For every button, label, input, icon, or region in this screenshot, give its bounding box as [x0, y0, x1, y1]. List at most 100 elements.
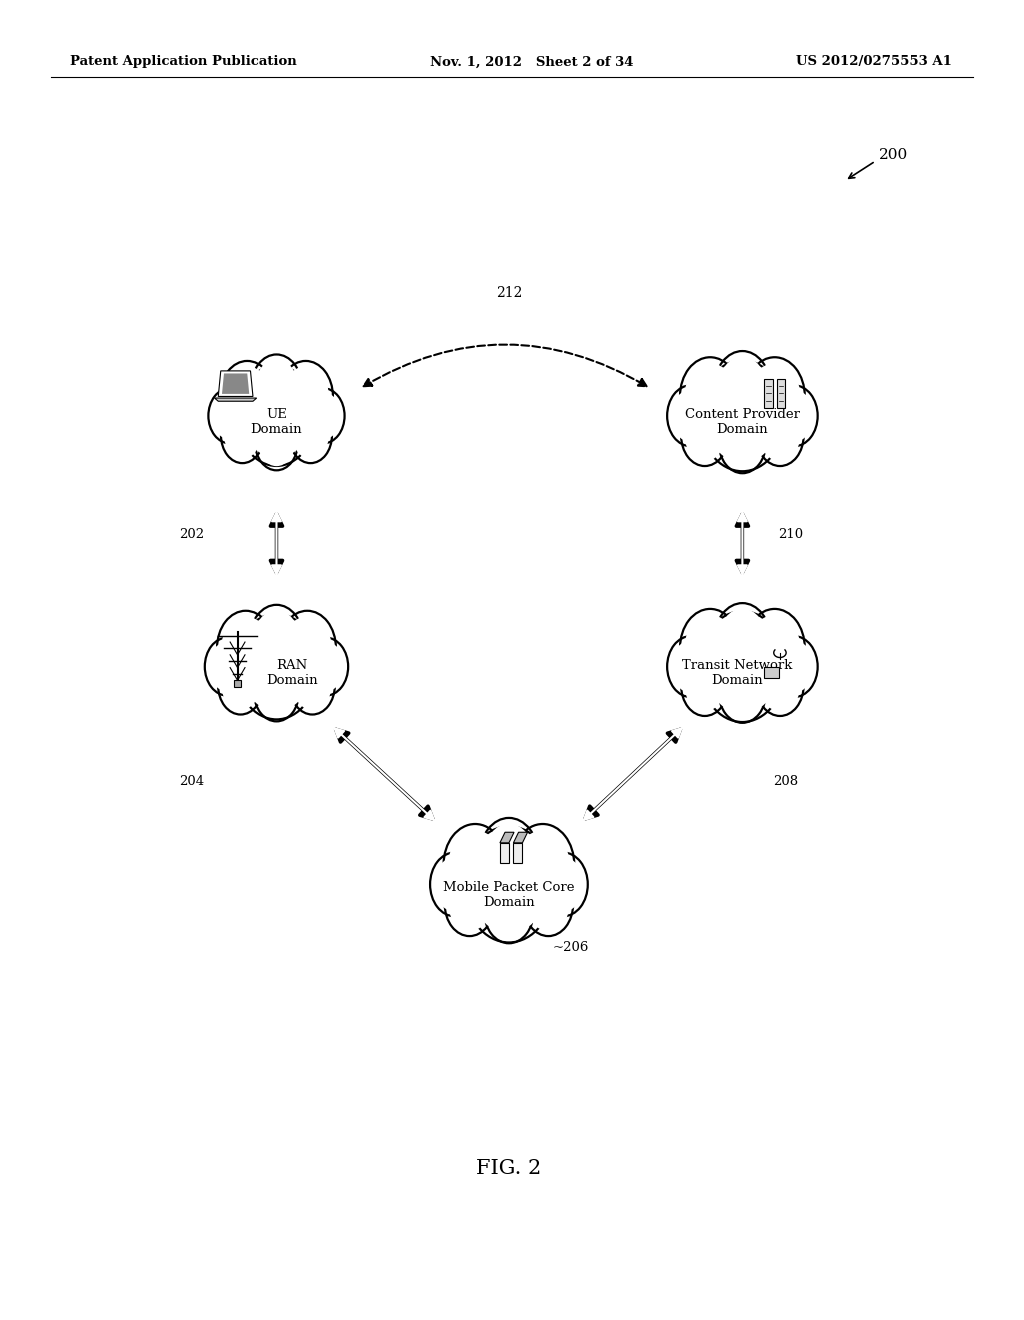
Circle shape [527, 876, 569, 932]
Circle shape [516, 830, 569, 899]
Circle shape [479, 818, 539, 894]
Circle shape [668, 636, 715, 697]
Circle shape [305, 392, 341, 440]
Circle shape [750, 615, 800, 681]
Polygon shape [218, 371, 253, 396]
Text: 200: 200 [879, 148, 908, 162]
Circle shape [685, 363, 735, 429]
Circle shape [218, 656, 263, 714]
Circle shape [699, 611, 785, 722]
Circle shape [244, 374, 309, 458]
Circle shape [449, 876, 490, 932]
Circle shape [523, 873, 573, 936]
Polygon shape [513, 833, 527, 843]
Circle shape [668, 385, 715, 446]
Circle shape [542, 857, 584, 912]
Circle shape [205, 638, 250, 696]
Text: 212: 212 [496, 285, 522, 300]
Text: 204: 204 [179, 775, 205, 788]
Circle shape [279, 611, 336, 685]
Circle shape [744, 609, 805, 686]
Circle shape [255, 359, 298, 414]
Circle shape [443, 824, 507, 906]
Circle shape [671, 640, 711, 693]
Text: FIG. 2: FIG. 2 [476, 1159, 542, 1177]
Text: US 2012/0275553 A1: US 2012/0275553 A1 [797, 55, 952, 69]
Circle shape [430, 853, 479, 916]
Circle shape [681, 655, 728, 715]
Circle shape [209, 388, 251, 444]
Circle shape [539, 853, 588, 916]
Circle shape [257, 668, 296, 717]
Bar [776, 379, 785, 408]
Circle shape [719, 661, 766, 723]
FancyArrowPatch shape [272, 512, 281, 574]
FancyArrowPatch shape [585, 730, 680, 818]
Circle shape [255, 414, 298, 470]
Text: Mobile Packet Core
Domain: Mobile Packet Core Domain [443, 880, 574, 909]
Circle shape [224, 412, 261, 459]
Text: ~206: ~206 [553, 941, 590, 954]
Circle shape [719, 412, 766, 473]
Text: Transit Network
Domain: Transit Network Domain [682, 659, 793, 688]
FancyArrowPatch shape [270, 513, 283, 573]
Circle shape [302, 388, 344, 444]
Circle shape [706, 368, 779, 463]
Circle shape [449, 830, 502, 899]
Circle shape [293, 661, 332, 710]
Circle shape [444, 873, 495, 936]
Polygon shape [222, 374, 249, 393]
Circle shape [680, 358, 740, 434]
Circle shape [484, 824, 534, 888]
Circle shape [251, 355, 302, 420]
Circle shape [719, 356, 766, 417]
Circle shape [511, 824, 574, 906]
Text: 202: 202 [179, 528, 205, 541]
Text: Patent Application Publication: Patent Application Publication [70, 55, 296, 69]
Circle shape [464, 826, 554, 942]
Circle shape [254, 664, 299, 721]
Text: RAN
Domain: RAN Domain [266, 659, 317, 688]
Polygon shape [215, 399, 257, 401]
Circle shape [680, 609, 740, 686]
Text: Nov. 1, 2012   Sheet 2 of 34: Nov. 1, 2012 Sheet 2 of 34 [430, 55, 634, 69]
Circle shape [744, 358, 805, 434]
Circle shape [715, 351, 770, 424]
Circle shape [258, 420, 295, 466]
Circle shape [236, 614, 317, 719]
Text: 210: 210 [778, 528, 804, 541]
FancyArrowPatch shape [364, 345, 646, 387]
FancyArrowPatch shape [584, 729, 682, 820]
Circle shape [685, 660, 725, 711]
Polygon shape [500, 833, 514, 843]
FancyArrowPatch shape [738, 512, 746, 574]
Circle shape [289, 408, 332, 463]
Circle shape [306, 642, 345, 692]
Circle shape [685, 615, 735, 681]
Circle shape [290, 656, 335, 714]
Circle shape [484, 879, 534, 944]
Circle shape [715, 603, 770, 676]
Circle shape [242, 622, 311, 711]
Bar [764, 379, 773, 408]
Circle shape [722, 417, 763, 469]
Circle shape [671, 389, 711, 442]
Bar [233, 680, 242, 686]
Circle shape [774, 640, 814, 693]
Circle shape [224, 366, 270, 426]
Circle shape [303, 638, 348, 696]
Circle shape [250, 605, 303, 673]
Bar [764, 667, 778, 678]
Circle shape [681, 405, 728, 466]
FancyArrowPatch shape [336, 729, 433, 818]
Circle shape [283, 616, 332, 680]
Circle shape [770, 636, 817, 697]
Circle shape [221, 616, 270, 680]
FancyArrowPatch shape [736, 513, 749, 573]
Circle shape [212, 392, 248, 440]
Circle shape [434, 857, 476, 912]
Circle shape [757, 405, 804, 466]
Circle shape [760, 660, 800, 711]
Circle shape [706, 619, 779, 714]
Circle shape [471, 836, 547, 933]
